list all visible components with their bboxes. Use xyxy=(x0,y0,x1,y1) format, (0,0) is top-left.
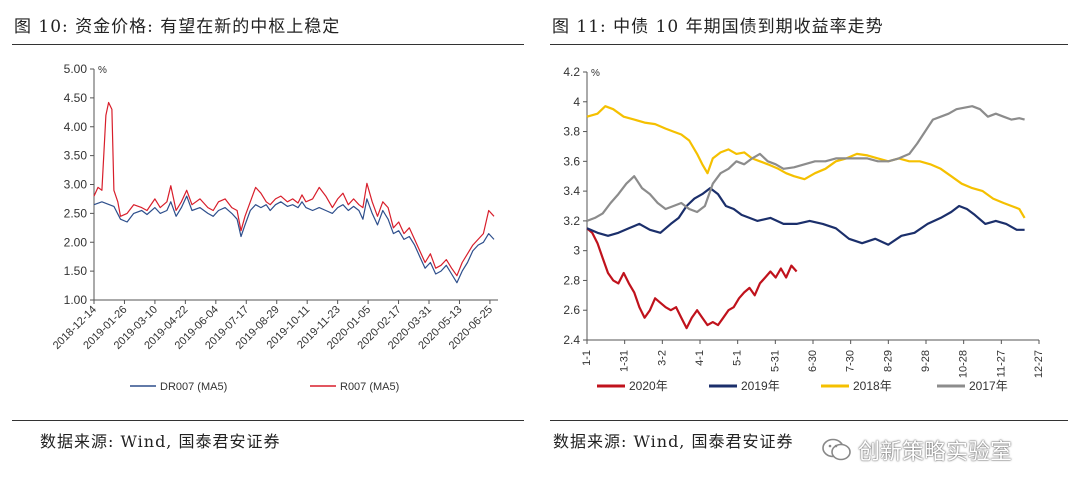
y-tick-label: 3.00 xyxy=(64,178,88,192)
x-tick-label: 12-27 xyxy=(1033,350,1045,378)
right-figure-title: 图 11: 中债 10 年期国债到期收益率走势 xyxy=(552,17,884,37)
y-tick-label: 2.6 xyxy=(563,303,580,317)
series-line-1 xyxy=(586,227,798,330)
y-tick-label: 4.00 xyxy=(64,120,88,134)
wechat-icon xyxy=(822,438,851,461)
x-tick-label: 3-2 xyxy=(656,350,668,366)
left-bottom-rule xyxy=(12,420,524,421)
y-tick-label: 3.6 xyxy=(563,154,580,168)
legend-label: 2017年 xyxy=(969,379,1008,393)
x-tick-label: 1-1 xyxy=(581,350,593,366)
y-tick-label: 2.50 xyxy=(64,206,88,220)
series-line-4 xyxy=(586,105,1025,222)
y-tick-label: 1.00 xyxy=(64,293,88,307)
y-tick-label: 4.2 xyxy=(563,65,580,79)
y-tick-label: 3.4 xyxy=(563,184,580,198)
right-top-rule xyxy=(550,44,1068,45)
series-line-2 xyxy=(586,187,1025,246)
series-line-2 xyxy=(93,101,495,277)
left-source-note: 数据来源: Wind, 国泰君安证券 xyxy=(40,432,281,451)
legend-label: 2020年 xyxy=(629,379,668,393)
x-tick-label: 9-28 xyxy=(920,350,932,372)
x-tick-label: 5-1 xyxy=(732,350,744,366)
x-tick-label: 6-30 xyxy=(807,350,819,372)
left-chart: 5.004.504.003.503.002.502.001.501.00%201… xyxy=(51,62,498,393)
legend-label: R007 (MA5) xyxy=(340,381,399,393)
legend-label: 2018年 xyxy=(853,379,892,393)
y-tick-label: 3.2 xyxy=(563,214,580,228)
unit-label: % xyxy=(98,65,107,76)
y-tick-label: 4.50 xyxy=(64,91,88,105)
y-tick-label: 3.50 xyxy=(64,149,88,163)
x-tick-label: 4-1 xyxy=(694,350,706,366)
legend-label: DR007 (MA5) xyxy=(160,381,227,393)
x-tick-label: 10-28 xyxy=(958,350,970,378)
right-bottom-rule xyxy=(550,420,1068,421)
y-tick-label: 3.8 xyxy=(563,125,580,139)
left-top-rule xyxy=(12,44,524,45)
unit-label: % xyxy=(591,68,600,79)
x-tick-label: 1-31 xyxy=(619,350,631,372)
right-source-note: 数据来源: Wind, 国泰君安证券 xyxy=(553,432,794,451)
right-chart: 4.2 4 3.8 3.6 3.4 3.2 3 2.8 2.6 2.4% 1-1 1-31 3-2 4-1… xyxy=(563,65,1045,393)
series-line-3 xyxy=(586,105,1026,219)
y-tick-label: 2.4 xyxy=(563,333,580,347)
watermark-text: 创新策略实验室 xyxy=(858,440,1013,465)
y-tick-label: 4 xyxy=(573,95,580,109)
x-tick-label: 8-29 xyxy=(882,350,894,372)
y-tick-label: 3 xyxy=(573,244,580,258)
left-figure-title: 图 10: 资金价格: 有望在新的中枢上稳定 xyxy=(14,17,341,37)
y-tick-label: 1.50 xyxy=(64,264,88,278)
y-tick-label: 2.8 xyxy=(563,273,580,287)
legend-label: 2019年 xyxy=(741,379,780,393)
y-tick-label: 2.00 xyxy=(64,235,88,249)
x-tick-label: 7-30 xyxy=(845,350,857,372)
x-tick-label: 5-31 xyxy=(769,350,781,372)
watermark: 创新策略实验室 xyxy=(822,433,1012,467)
x-tick-label: 11-27 xyxy=(995,350,1007,377)
series-line-1 xyxy=(93,195,495,284)
y-tick-label: 5.00 xyxy=(64,62,88,76)
